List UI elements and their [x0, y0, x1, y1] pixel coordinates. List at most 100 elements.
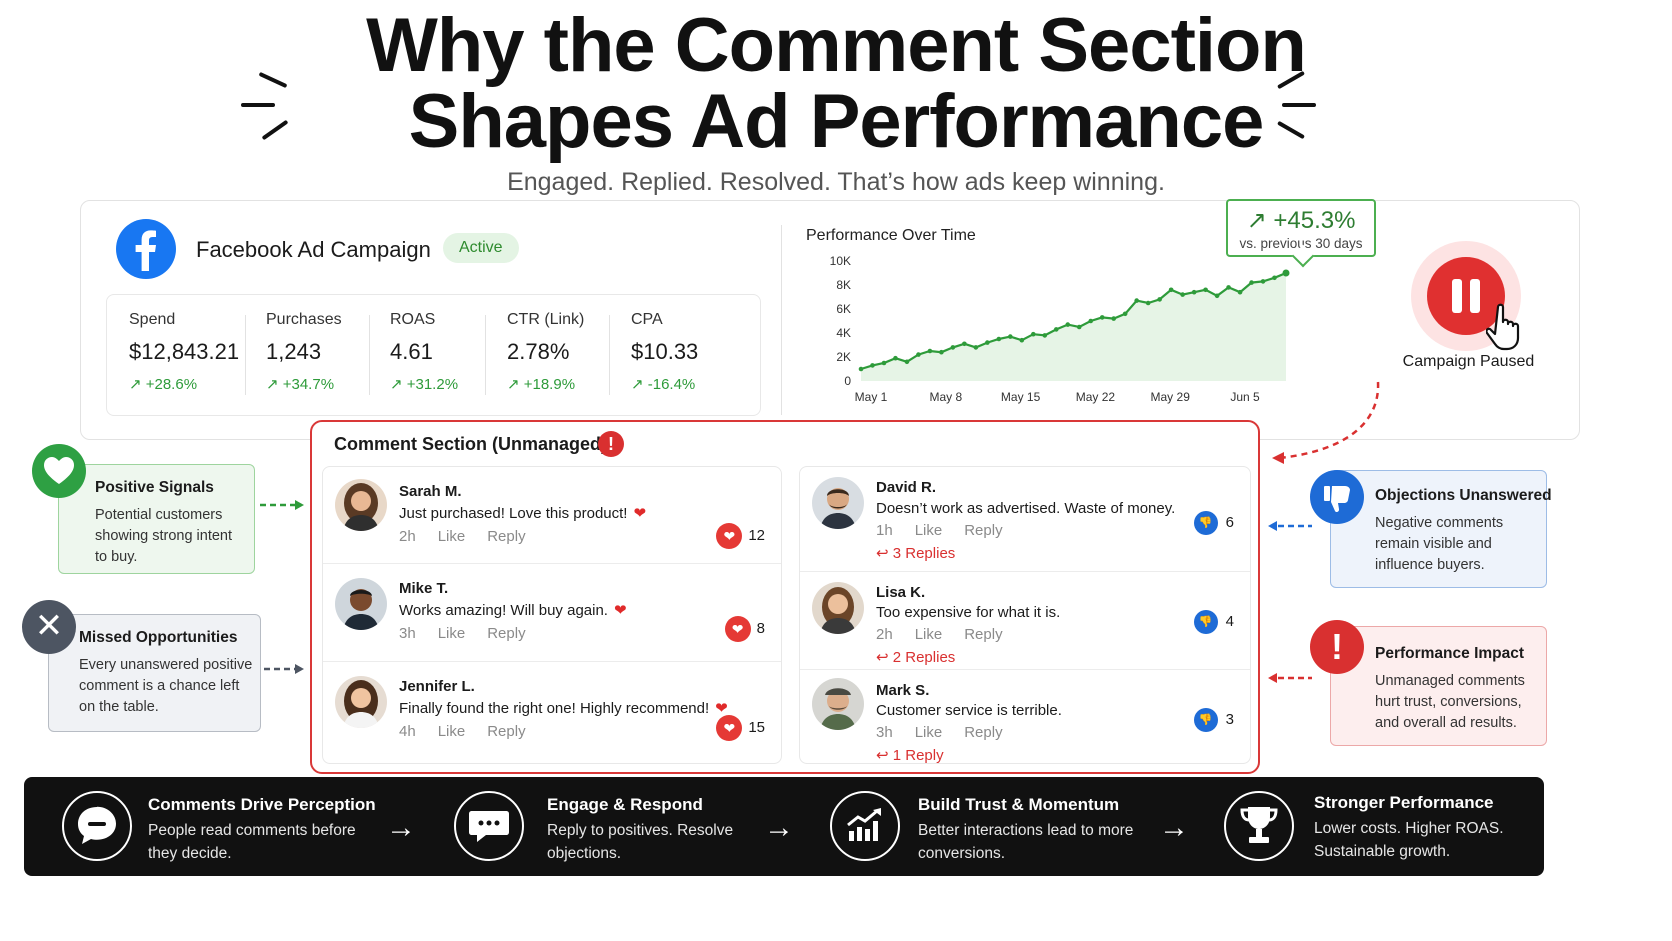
avatar	[335, 479, 387, 531]
avatar	[812, 477, 864, 529]
data-point	[1065, 322, 1071, 327]
data-point	[1030, 331, 1036, 337]
comment-bubble-icon	[62, 791, 132, 861]
commenter-name: David R.	[876, 479, 937, 496]
data-point	[1042, 333, 1048, 338]
metrics-panel: Spend $12,843.21 ↗ +28.6% Purchases 1,24…	[106, 294, 761, 416]
data-point	[962, 341, 967, 347]
comment-time: 1h	[876, 522, 893, 539]
step-title: Engage & Respond	[547, 795, 703, 814]
exclamation-icon: !	[1310, 620, 1364, 674]
like-link[interactable]: Like	[437, 723, 466, 740]
commenter-name: Lisa K.	[876, 584, 926, 601]
comment-meta: 3h Like Reply	[399, 625, 548, 642]
like-link[interactable]: Like	[437, 528, 466, 545]
page-title-line-2: Shapes Ad Performance	[408, 79, 1265, 164]
like-link[interactable]: Like	[914, 522, 943, 539]
data-point	[1053, 327, 1059, 332]
comment-meta: 2h Like Reply	[399, 528, 548, 545]
data-point	[1214, 293, 1220, 299]
reply-link[interactable]: Reply	[964, 522, 1003, 539]
metric-label: ROAS	[390, 311, 436, 328]
callout-body: Unmanaged comments hurt trust, conversio…	[1375, 673, 1525, 731]
reply-arrow-icon: ↩	[876, 649, 893, 666]
data-point	[1134, 298, 1139, 303]
trophy-icon	[1224, 791, 1294, 861]
comment-item: Sarah M. Just purchased! Love this produ…	[323, 467, 781, 563]
objections-unanswered-callout: Objections Unanswered Negative comments …	[1330, 470, 1552, 588]
y-tick-label: 2K	[836, 350, 851, 364]
x-tick-label: May 29	[1151, 390, 1191, 404]
comment-item: Mark S. Customer service is terrible. 3h…	[800, 669, 1250, 765]
performance-impact-callout: Performance Impact Unmanaged comments hu…	[1330, 626, 1547, 746]
data-point	[916, 352, 921, 357]
x-tick-label: May 15	[1001, 390, 1041, 404]
gain-value: ↗ +45.3%	[1246, 207, 1356, 234]
paused-to-comments-arrow	[1272, 381, 1380, 464]
data-point	[1111, 316, 1117, 321]
campaign-paused-label: Campaign Paused	[1402, 353, 1535, 370]
negative-comments-column: David R. Doesn’t work as advertised. Was…	[799, 466, 1251, 764]
heart-emoji-icon: ❤	[633, 505, 647, 522]
data-point	[1191, 289, 1197, 295]
like-link[interactable]: Like	[914, 626, 943, 643]
data-point	[1076, 324, 1082, 330]
data-point	[1145, 300, 1151, 306]
step-title: Build Trust & Momentum	[918, 795, 1120, 814]
data-point	[1122, 311, 1128, 317]
metric-label: CPA	[631, 311, 663, 328]
comment-meta: 1h Like Reply	[876, 522, 1025, 539]
data-point	[870, 363, 875, 368]
comment-time: 3h	[876, 724, 893, 741]
data-point	[1088, 318, 1094, 324]
reply-arrow-icon: ↩	[876, 747, 893, 764]
data-point	[1168, 287, 1174, 293]
metric-delta: ↗ +31.2%	[390, 376, 459, 393]
reaction-count: 👎 6	[1193, 511, 1234, 535]
comment-text: Doesn’t work as advertised. Waste of mon…	[876, 500, 1176, 517]
positive-signals-callout: Positive Signals Potential customers sho…	[58, 464, 255, 574]
data-point	[904, 359, 910, 365]
callout-title: Objections Unanswered	[1375, 487, 1552, 504]
data-point	[985, 340, 990, 345]
comment-section-title: Comment Section (Unmanaged)	[334, 434, 608, 454]
thumbs-down-icon: 👎	[1193, 610, 1218, 634]
positive-signals-arrow	[260, 500, 304, 510]
avatar	[335, 578, 387, 630]
callout-title: Positive Signals	[95, 479, 214, 496]
view-replies-link[interactable]: ↩ 2 Replies	[876, 649, 956, 666]
reply-link[interactable]: Reply	[487, 723, 526, 740]
y-tick-label: 4K	[836, 326, 851, 340]
close-icon: ✕	[22, 600, 76, 654]
view-replies-link[interactable]: ↩ 3 Replies	[876, 545, 956, 562]
view-replies-link[interactable]: ↩ 1 Reply	[876, 747, 944, 764]
metric-label: Spend	[129, 311, 176, 328]
commenter-name: Sarah M.	[399, 483, 462, 500]
metric-value: 1,243	[266, 339, 322, 364]
comment-text: Too expensive for what it is.	[876, 604, 1061, 621]
heart-icon	[32, 444, 86, 498]
callout-title: Performance Impact	[1375, 645, 1525, 662]
campaign-name: Facebook Ad Campaign	[196, 237, 431, 262]
gain-subtext: vs. previous 30 days	[1239, 236, 1363, 251]
reply-link[interactable]: Reply	[487, 528, 526, 545]
reply-link[interactable]: Reply	[964, 626, 1003, 643]
like-link[interactable]: Like	[914, 724, 943, 741]
positive-comments-column: Sarah M. Just purchased! Love this produ…	[322, 466, 782, 764]
y-tick-label: 10K	[830, 254, 851, 268]
reply-link[interactable]: Reply	[487, 625, 526, 642]
data-point	[1019, 337, 1025, 343]
comment-section-panel: Comment Section (Unmanaged) ! Sarah M. J…	[310, 420, 1260, 774]
pause-button[interactable]	[1427, 257, 1505, 335]
reaction-count: ❤ 8	[724, 616, 765, 642]
comment-meta: 4h Like Reply	[399, 723, 548, 740]
arrow-right-icon: →	[1159, 811, 1189, 844]
like-link[interactable]: Like	[437, 625, 466, 642]
reaction-count: 👎 3	[1193, 708, 1234, 732]
performance-impact-arrow	[1268, 673, 1312, 683]
reaction-count: 👎 4	[1193, 610, 1234, 634]
reply-link[interactable]: Reply	[964, 724, 1003, 741]
comment-item: David R. Doesn’t work as advertised. Was…	[800, 467, 1250, 571]
data-point	[1282, 269, 1290, 277]
heart-reaction-icon: ❤	[716, 523, 743, 549]
